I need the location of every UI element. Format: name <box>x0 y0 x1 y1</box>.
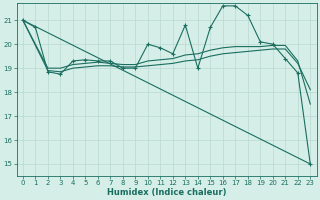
X-axis label: Humidex (Indice chaleur): Humidex (Indice chaleur) <box>107 188 226 197</box>
